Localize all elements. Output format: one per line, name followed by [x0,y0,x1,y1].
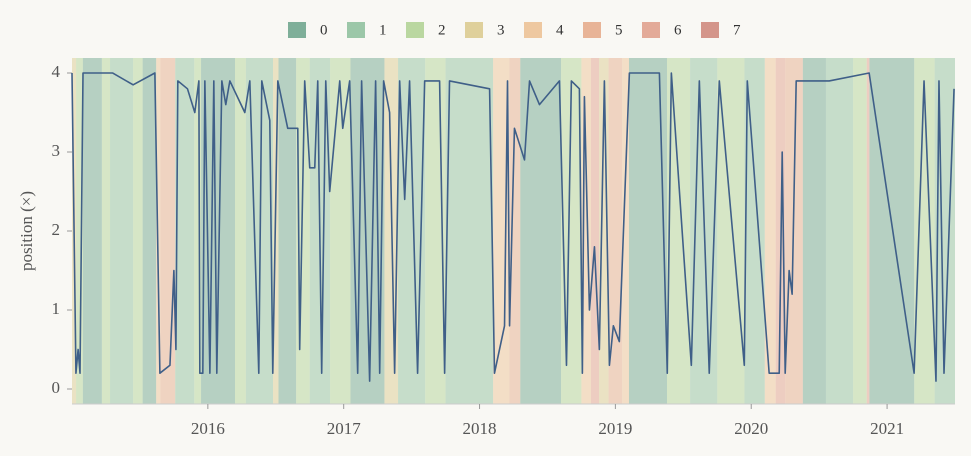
legend-swatch [642,22,660,38]
regime-band [764,58,776,404]
y-tick-label: 0 [52,378,61,397]
position-line [71,72,955,382]
regime-band [744,58,765,404]
axes: 0 1 2 3 4 2016 2017 2018 2019 2020 2021 [52,62,955,438]
x-tick-label: 2018 [463,419,497,438]
legend: 0 1 2 3 4 5 6 7 [288,22,741,38]
legend-swatch [288,22,306,38]
regime-band [914,58,935,404]
regime-band [76,58,83,404]
regime-band [82,58,102,404]
regime-band [825,58,854,404]
y-tick-label: 1 [52,299,61,318]
regime-band [110,58,134,404]
regime-band [608,58,623,404]
legend-swatch [465,22,483,38]
regime-band [101,58,111,404]
legend-label: 6 [674,22,682,38]
regime-band [235,58,246,404]
legend-label: 5 [615,22,623,38]
legend-label: 1 [379,22,387,38]
regime-band [278,58,297,404]
legend-label: 4 [556,22,564,38]
legend-label: 3 [497,22,505,38]
regime-band [175,58,195,404]
legend-label: 7 [733,22,741,38]
x-tick-label: 2021 [870,419,904,438]
regime-band [142,58,157,404]
regime-band [330,58,351,404]
regime-band [133,58,143,404]
y-tick-label: 3 [52,141,61,160]
plot [71,72,955,382]
legend-label: 2 [438,22,446,38]
regime-band [561,58,582,404]
regime-band [520,58,562,404]
legend-swatch [406,22,424,38]
legend-label: 0 [320,22,328,38]
y-axis-label: position (×) [17,191,36,271]
regime-band [869,58,915,404]
x-tick-label: 2019 [598,419,632,438]
legend-swatch [524,22,542,38]
regime-band [866,58,870,404]
x-tick-label: 2017 [327,419,362,438]
y-tick-label: 2 [52,220,61,239]
x-tick-label: 2020 [734,419,768,438]
x-tick-label: 2016 [191,419,225,438]
regime-band [581,58,591,404]
y-tick-label: 4 [52,62,61,81]
legend-swatch [701,22,719,38]
legend-swatch [583,22,601,38]
regime-band [853,58,867,404]
regime-band [509,58,521,404]
regime-band [802,58,826,404]
legend-swatch [347,22,365,38]
regime-band [445,58,494,404]
regime-band [628,58,668,404]
regime-band [622,58,629,404]
regime-band [599,58,609,404]
regime-band [194,58,202,404]
regime-band [667,58,691,404]
regime-band [160,58,176,404]
regime-band [590,58,600,404]
